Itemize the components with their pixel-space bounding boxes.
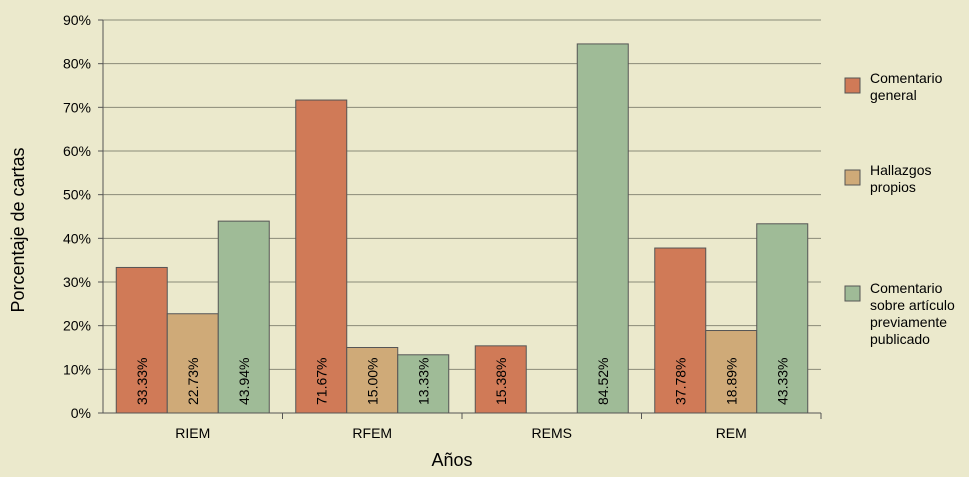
legend-label: Comentario sobre artículo previamente publi… (870, 280, 955, 347)
bar-data-label: 15.38% (493, 358, 509, 405)
bar (397, 354, 450, 414)
x-tick-label: REMS (532, 425, 572, 441)
bar-data-label: 15.00% (364, 358, 380, 405)
y-tick-label: 20% (63, 318, 91, 334)
bar-data-label: 37.78% (672, 358, 688, 405)
legend-label: Comentario general (870, 70, 943, 103)
y-axis-title: Porcentaje de cartas (8, 147, 28, 312)
y-tick-label: 80% (63, 56, 91, 72)
bar (654, 247, 707, 414)
bar (576, 43, 629, 414)
bar-data-label: 18.89% (723, 358, 739, 405)
bar (474, 345, 527, 414)
bar-data-label: 13.33% (415, 358, 431, 405)
legend-swatch (844, 169, 861, 186)
x-axis-title: Años (431, 450, 472, 470)
y-tick-label: 60% (63, 143, 91, 159)
bar-data-label: 84.52% (595, 358, 611, 405)
bar-data-label: 22.73% (185, 358, 201, 405)
bar-data-label: 43.33% (774, 358, 790, 405)
axis-layer: 0% 10% 20% 30% 40% 50% 60% 70% 80% 90% RIEM RFEM REM… (63, 12, 822, 441)
x-tick-label: REM (716, 425, 747, 441)
x-tick-label: RFEM (352, 425, 392, 441)
legend: Comentario general Hallazgos propios Comenta… (844, 70, 955, 347)
bar (705, 330, 758, 414)
y-tick-label: 40% (63, 230, 91, 246)
y-tick-label: 50% (63, 187, 91, 203)
y-tick-label: 0% (71, 405, 91, 421)
bar-data-label: 43.94% (236, 358, 252, 405)
y-tick-label: 90% (63, 12, 91, 28)
bar (756, 223, 809, 414)
legend-label: Hallazgos propios (870, 162, 931, 195)
bars-layer: 33.33% 22.73% 43.94% 71.67% 15.00% 13.33% 15.3… (115, 43, 809, 414)
y-tick-label: 30% (63, 274, 91, 290)
legend-swatch (844, 285, 861, 302)
y-tick-label: 70% (63, 99, 91, 115)
legend-swatch (844, 77, 861, 94)
bar-data-label: 71.67% (313, 358, 329, 405)
x-tick-label: RIEM (175, 425, 210, 441)
bar-data-label: 33.33% (134, 358, 150, 405)
y-tick-label: 10% (63, 361, 91, 377)
